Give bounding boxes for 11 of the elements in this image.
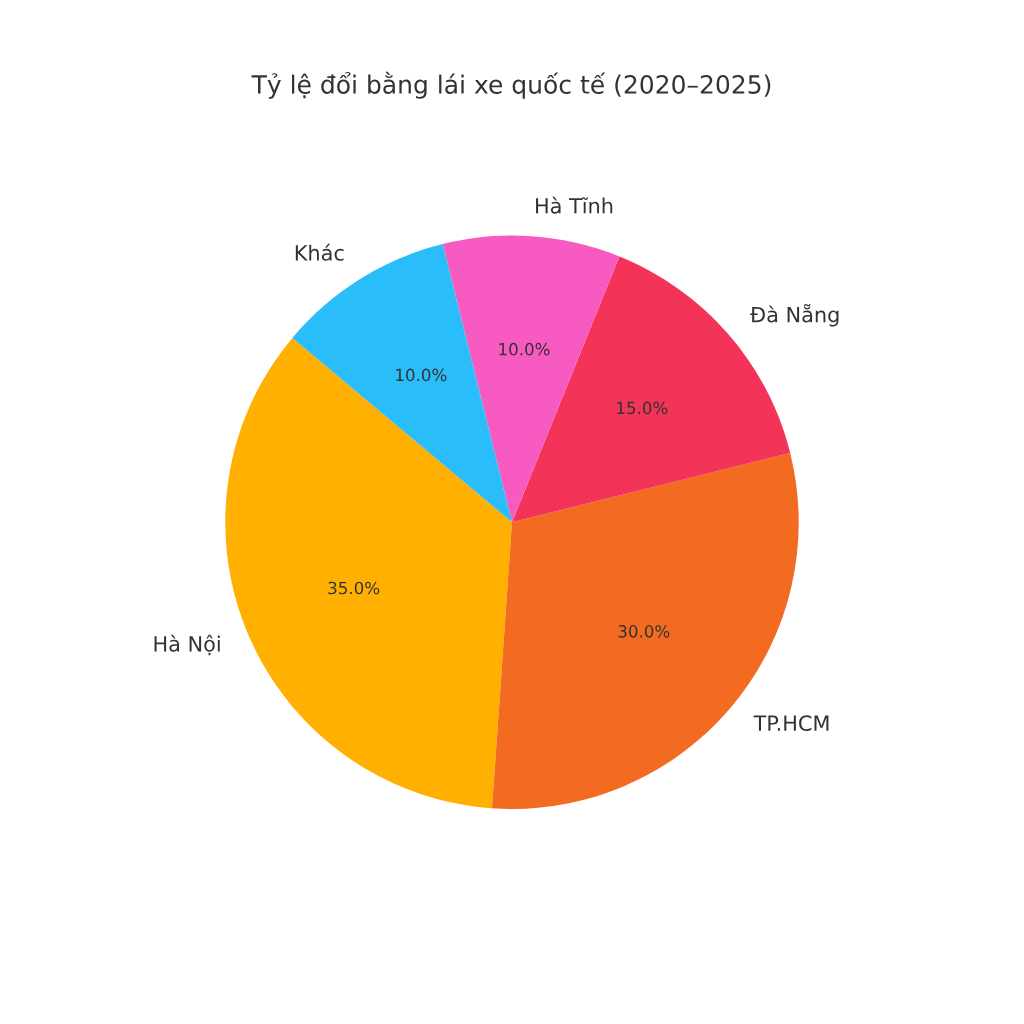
- data-label: 10.0%: [499, 342, 550, 356]
- slice-label: Đà Nẵng: [750, 304, 839, 327]
- slice-label: Khác: [295, 243, 344, 261]
- data-label: 30.0%: [618, 625, 670, 638]
- data-label: 10.0%: [396, 368, 447, 382]
- data-label: 15.0%: [617, 401, 668, 415]
- slice-label: Hà Nội: [154, 634, 220, 656]
- slice-label: Hà Tĩnh: [536, 196, 613, 214]
- chart-title: Tỷ lệ đổi bằng lái xe quốc tế (2020–2025): [251, 71, 771, 99]
- slice-label: TP.HCM: [753, 715, 829, 732]
- data-label: 35.0%: [328, 581, 380, 595]
